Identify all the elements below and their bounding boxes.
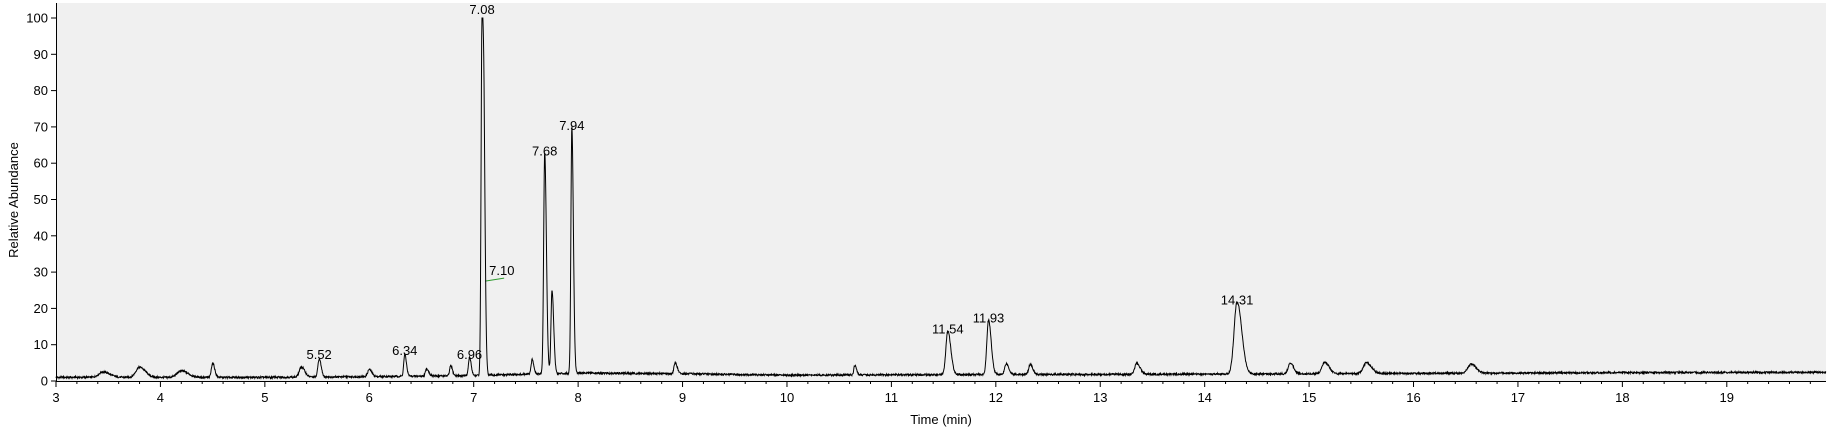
peak-label: 11.93 — [973, 311, 1005, 326]
y-tick-label: 30 — [34, 265, 48, 280]
y-axis-ticks: 0 10 20 30 40 50 60 70 80 90 100 — [26, 11, 56, 389]
annotation-leaders — [485, 277, 505, 282]
y-tick-label: 40 — [34, 228, 48, 243]
peak-labels: 5.52 6.34 6.96 7.08 7.10 7.687.94 11.54 11.93 14… — [306, 2, 1253, 362]
y-tick-label: 100 — [26, 11, 48, 26]
x-tick-label: 17 — [1511, 390, 1525, 405]
x-axis-ticks: 3 4 5 6 7 8 9 10 11 12 13 14 15 16 17 18 19 — [52, 381, 1811, 405]
y-tick-label: 90 — [34, 47, 48, 62]
x-tick-label: 8 — [575, 390, 582, 405]
y-tick-label: 50 — [34, 192, 48, 207]
chromatogram-trace — [55, 17, 1827, 381]
y-tick-label: 60 — [34, 156, 48, 171]
y-tick-label: 0 — [41, 374, 48, 389]
x-tick-label: 15 — [1302, 390, 1316, 405]
y-tick-label: 20 — [34, 301, 48, 316]
x-tick-label: 19 — [1720, 390, 1734, 405]
y-tick-label: 80 — [34, 83, 48, 98]
x-tick-label: 14 — [1197, 390, 1211, 405]
peak-label: 5.52 — [306, 347, 331, 362]
x-tick-label: 11 — [885, 390, 899, 405]
axes — [56, 3, 1826, 382]
peak-label: 14.31 — [1221, 292, 1254, 307]
x-tick-label: 5 — [261, 390, 268, 405]
x-tick-label: 13 — [1093, 390, 1107, 405]
x-tick-label: 18 — [1615, 390, 1629, 405]
peak-label: 6.96 — [457, 347, 482, 362]
x-tick-label: 16 — [1406, 390, 1420, 405]
x-axis-title: Time (min) — [910, 412, 972, 427]
peak-label: 7.94 — [559, 118, 584, 133]
x-tick-label: 3 — [52, 390, 59, 405]
x-tick-label: 7 — [470, 390, 477, 405]
peak-label: 11.54 — [932, 321, 964, 336]
x-tick-label: 10 — [780, 390, 794, 405]
peak-label: 6.34 — [392, 343, 417, 358]
peak-label: 7.68 — [532, 144, 557, 159]
y-tick-label: 10 — [34, 337, 48, 352]
plot-area — [56, 3, 1826, 381]
x-tick-label: 12 — [989, 390, 1003, 405]
y-tick-label: 70 — [34, 119, 48, 134]
x-tick-label: 4 — [157, 390, 164, 405]
x-tick-label: 6 — [366, 390, 373, 405]
y-axis-title: Relative Abundance — [6, 142, 21, 258]
peak-label: 7.10 — [489, 263, 514, 278]
peak-label: 7.08 — [469, 2, 494, 17]
peak-leader-line — [485, 277, 505, 282]
x-tick-label: 9 — [679, 390, 686, 405]
